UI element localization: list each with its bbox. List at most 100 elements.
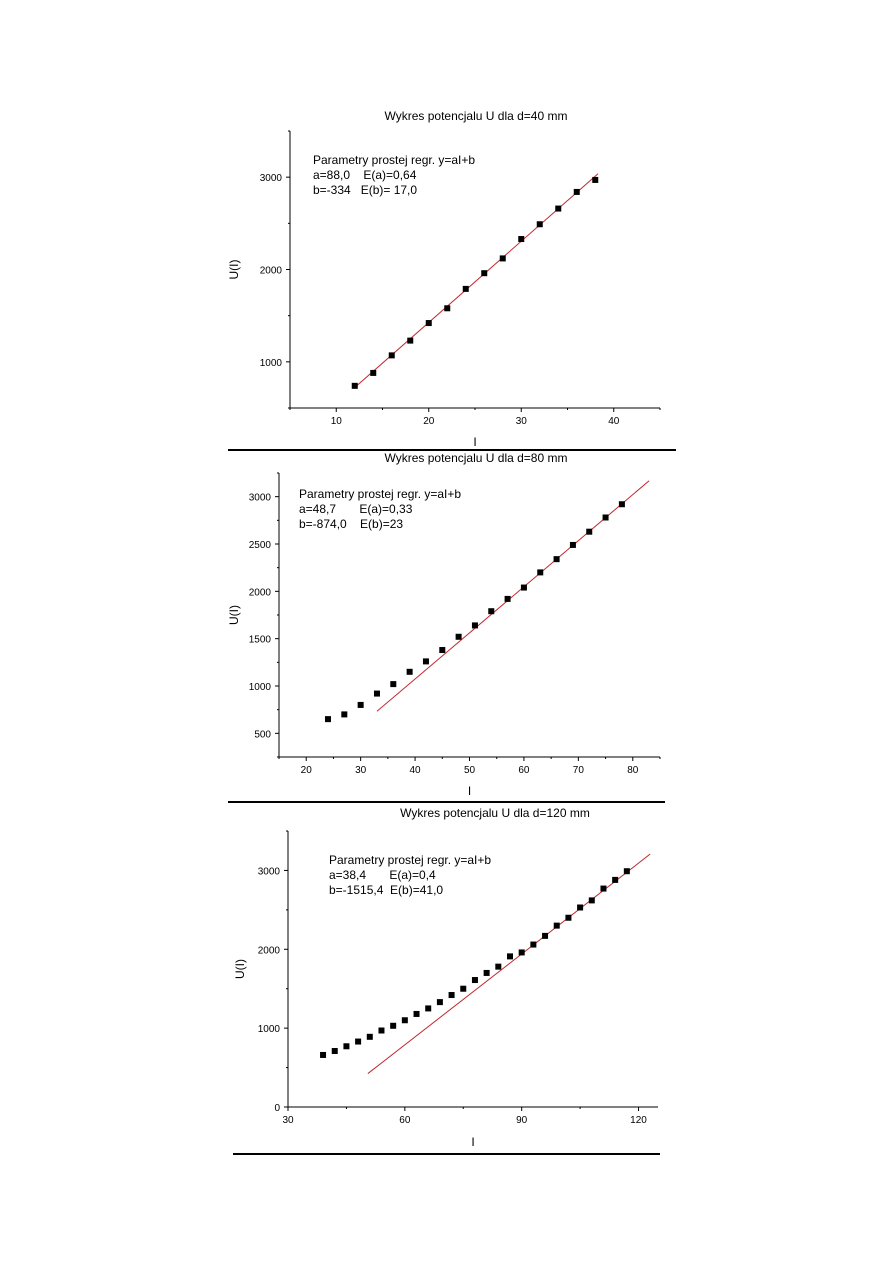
data-point: [518, 236, 525, 243]
y-tick-label: 2000: [260, 266, 283, 277]
data-point: [366, 1033, 373, 1040]
y-tick-label: 3000: [260, 173, 283, 184]
data-point: [618, 501, 625, 508]
data-point: [577, 904, 584, 911]
data-point: [553, 922, 560, 929]
x-tick-label: 60: [399, 1115, 411, 1126]
x-tick-label: 90: [516, 1115, 528, 1126]
regression-parameters-line: a=38,4 E(a)=0,4: [329, 868, 436, 882]
data-point: [612, 876, 619, 883]
x-tick-label: 70: [573, 765, 585, 776]
data-point: [401, 1017, 408, 1024]
data-point: [413, 1010, 420, 1017]
data-point: [518, 949, 525, 956]
data-point: [536, 221, 543, 228]
data-point: [481, 270, 488, 277]
data-point: [425, 1005, 432, 1012]
y-tick-label: 1000: [249, 682, 272, 693]
data-point: [460, 985, 467, 992]
data-point: [553, 556, 560, 563]
x-tick-label: 30: [516, 416, 528, 427]
data-point: [324, 716, 331, 723]
y-tick-label: 2500: [249, 540, 272, 551]
x-tick-label: 80: [627, 765, 639, 776]
chart-title: Wykres potencjalu U dla d=120 mm: [400, 806, 590, 820]
x-tick-label: 20: [301, 765, 313, 776]
data-point: [331, 1048, 338, 1055]
y-axis-label: U(I): [233, 959, 247, 979]
chart-1: Wykres potencjalu U dla d=40 mm 10 20 30 40 1…: [227, 109, 661, 449]
data-point: [499, 255, 506, 262]
data-point: [592, 176, 599, 183]
data-point: [462, 285, 469, 292]
data-point: [471, 977, 478, 984]
x-tick-label: 20: [423, 416, 435, 427]
x-tick-label: 120: [630, 1115, 647, 1126]
data-point: [388, 352, 395, 359]
data-point: [436, 999, 443, 1006]
x-tick-label: 10: [331, 416, 343, 427]
data-point: [378, 1027, 385, 1034]
data-point: [355, 1038, 362, 1045]
x-tick-label: 30: [355, 765, 367, 776]
y-tick-label: 1500: [249, 635, 272, 646]
data-point: [507, 953, 513, 960]
data-point: [343, 1043, 350, 1050]
y-axis-label: U(I): [227, 605, 241, 625]
regression-parameters-line: Parametry prostej regr. y=aI+b: [299, 487, 461, 501]
data-point: [320, 1051, 327, 1058]
y-tick-label: 2000: [249, 587, 272, 598]
data-point: [555, 205, 562, 212]
data-point: [425, 320, 432, 327]
data-point: [422, 658, 429, 665]
data-point: [455, 633, 462, 640]
data-point: [483, 969, 490, 976]
data-point: [530, 941, 537, 948]
data-point: [373, 690, 380, 697]
y-tick-label: 3000: [249, 493, 272, 504]
data-point: [390, 1022, 397, 1029]
y-tick-label: 1000: [260, 358, 283, 369]
data-point: [600, 885, 607, 892]
data-point: [565, 914, 572, 921]
x-axis-label: I: [468, 784, 471, 798]
y-tick-label: 2000: [258, 945, 281, 956]
chart-2: Wykres potencjalu U dla d=80 mm 20 30 40 50 6…: [227, 451, 661, 798]
y-axis-label: U(I): [227, 260, 241, 280]
y-tick-label: 3000: [258, 866, 281, 877]
data-point: [537, 569, 544, 576]
data-point: [406, 668, 413, 675]
data-point: [444, 305, 451, 312]
regression-parameters-line: a=88,0 E(a)=0,64: [313, 168, 417, 182]
data-point: [542, 932, 549, 939]
x-tick-label: 50: [464, 765, 476, 776]
x-tick-label: 40: [608, 416, 620, 427]
data-point: [471, 622, 478, 629]
data-point: [573, 188, 580, 195]
x-tick-label: 30: [282, 1115, 294, 1126]
data-point: [488, 608, 495, 615]
regression-parameters-line: b=-1515,4 E(b)=41,0: [329, 883, 443, 897]
data-point: [351, 382, 358, 389]
x-tick-label: 40: [410, 765, 422, 776]
separator-line-1: [228, 449, 676, 451]
x-axis-label: I: [473, 435, 476, 449]
data-point: [504, 595, 511, 602]
regression-parameters-line: b=-874,0 E(b)=23: [299, 517, 403, 531]
data-point: [520, 584, 527, 591]
data-point: [357, 701, 364, 708]
chart-3: Wykres potencjalu U dla d=120 mm 30 60 90 12…: [233, 806, 658, 1149]
data-point: [439, 647, 446, 654]
data-point: [390, 681, 397, 688]
data-point: [623, 868, 630, 875]
y-tick-label: 500: [254, 729, 271, 740]
y-tick-label: 0: [274, 1103, 280, 1114]
data-point: [448, 992, 455, 999]
chart-title: Wykres potencjalu U dla d=80 mm: [385, 451, 568, 465]
separator-line-2: [228, 801, 665, 803]
regression-parameters-line: Parametry prostej regr. y=aI+b: [313, 153, 475, 167]
regression-parameters-line: a=48,7 E(a)=0,33: [299, 502, 413, 516]
data-point: [495, 963, 502, 970]
